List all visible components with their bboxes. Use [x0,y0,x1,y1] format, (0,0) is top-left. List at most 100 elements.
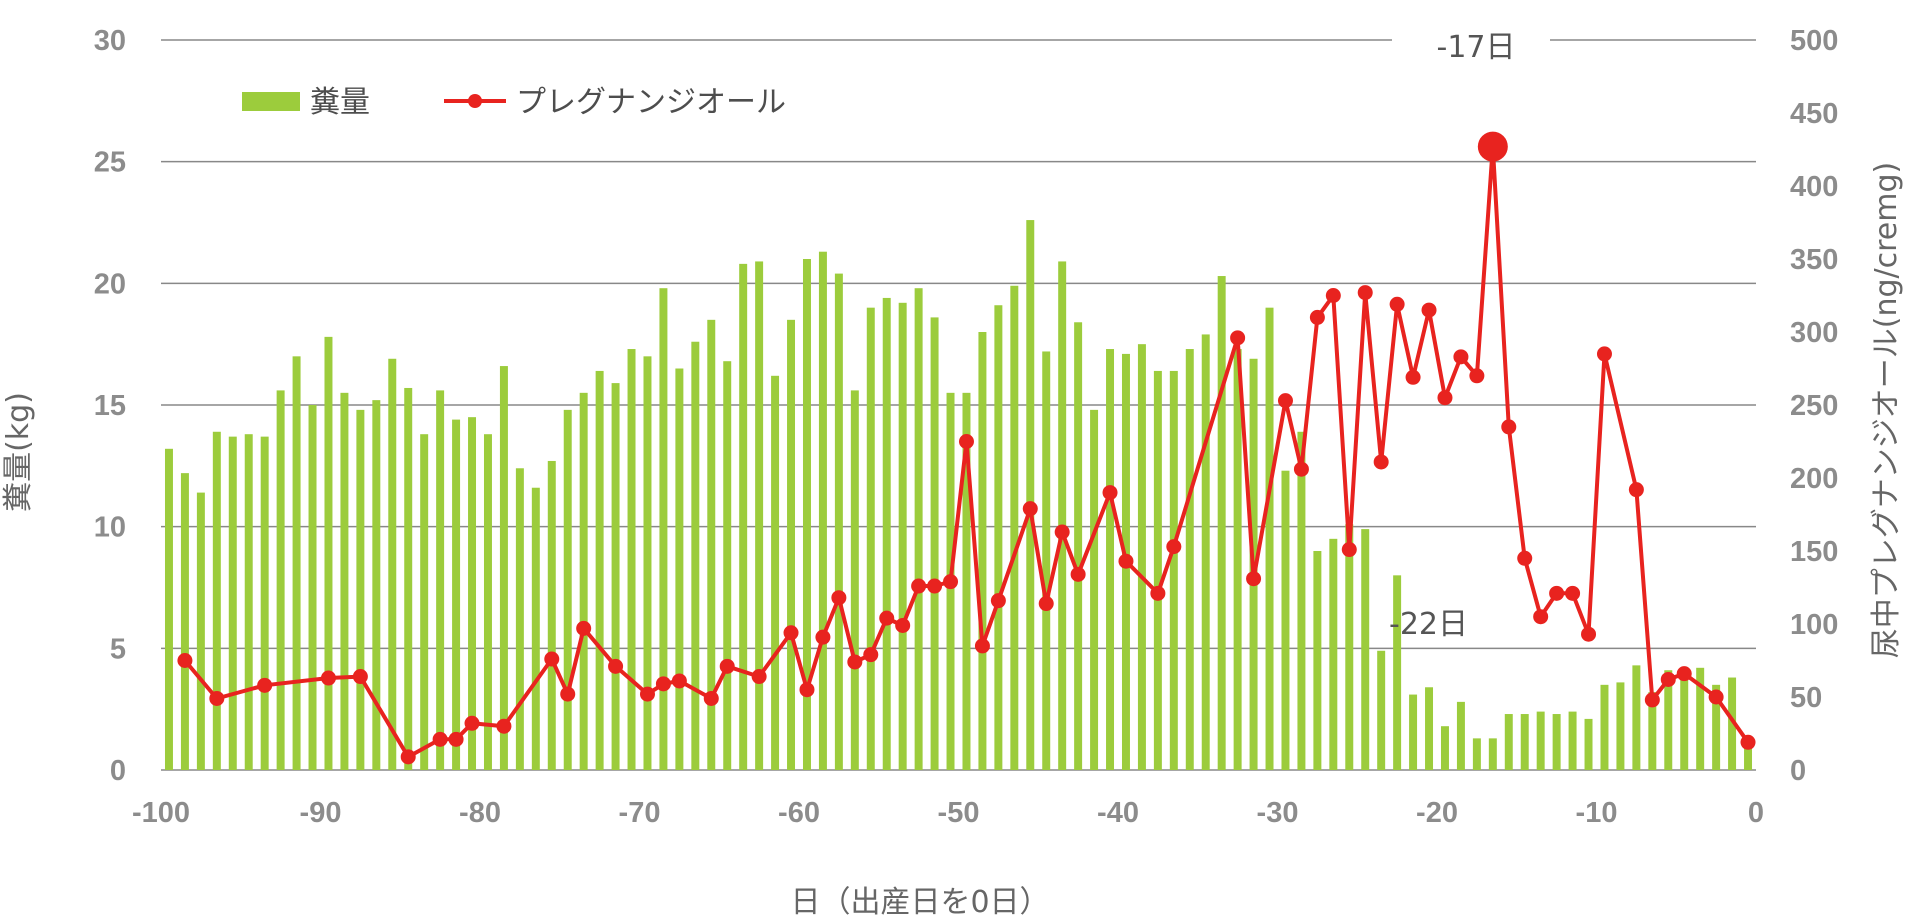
line-point [799,682,815,698]
x-tick-label: -60 [778,797,820,829]
line-point [1341,542,1357,558]
line-point [496,718,512,734]
line-point [1565,585,1581,601]
bar [818,251,827,770]
bar [324,336,333,770]
bar-series-fecal-volume [164,220,1753,771]
bar [1313,551,1322,770]
legend-swatch-marker [468,94,482,108]
line-point [177,653,193,668]
line-point [1102,485,1118,501]
line-point [1421,302,1437,318]
bar [563,409,572,770]
bar [547,460,556,770]
bar [483,434,492,770]
line-point [1549,585,1565,601]
line-point [1517,550,1533,566]
line-point [432,731,448,747]
bar [1153,370,1162,770]
y-right-tick-label: 350 [1790,244,1838,276]
line-point [751,669,767,685]
line-point [990,593,1006,609]
bar [1712,684,1721,770]
line-point [1469,368,1485,384]
line-point [1581,626,1597,642]
annotation-17-bg [1392,20,1550,50]
legend-swatch-bar [242,92,300,111]
peak-marker [1477,131,1508,162]
y-right-tick-label: 0 [1790,755,1806,787]
bar [1185,349,1194,770]
line-point [1628,482,1644,498]
bar [1106,349,1115,770]
bar [531,487,540,770]
bar [1329,538,1338,770]
line-point [1293,461,1309,477]
bar [228,436,237,770]
bar [595,370,604,770]
line-point [1389,296,1405,312]
line-point [1533,609,1549,625]
bar [1026,220,1035,771]
bar [1393,575,1402,770]
bar [468,417,477,770]
bar [834,273,843,770]
line-point [1437,390,1453,406]
bar [420,434,429,770]
bar [994,305,1003,770]
y-right-tick-label: 500 [1790,25,1838,57]
bar [164,448,173,770]
line-point [1596,346,1612,362]
bar [1345,524,1354,770]
line-point [863,647,879,663]
bar [1616,682,1625,770]
bar [388,358,397,770]
line-series-pregnanediol [177,131,1756,765]
bar [499,366,508,770]
bar [1728,677,1737,770]
line-point [1325,288,1341,303]
line-point [1277,393,1293,409]
line-point [544,651,560,667]
line-point [1054,524,1070,540]
x-tick-label: -50 [938,797,980,829]
bar [1744,743,1753,770]
bar [1504,714,1513,770]
bar [1632,665,1641,770]
line-point [1246,571,1262,587]
bar [914,288,923,770]
line-point [209,690,225,706]
bar [1377,650,1386,770]
bar [739,263,748,770]
x-axis-title: 日（出産日を0日） [790,885,1049,920]
bar [707,319,716,770]
bar [1233,349,1242,770]
bar [1536,711,1545,770]
y-left-tick-label: 25 [94,147,126,179]
bar [1169,370,1178,770]
bar [723,361,732,770]
y-right-tick-label: 50 [1790,682,1822,714]
line-point [639,686,655,702]
line-point [655,676,671,692]
line-point [1022,501,1038,517]
line-point [1230,330,1246,346]
x-tick-label: -30 [1257,797,1299,829]
line-point [352,669,368,685]
bar [404,387,413,770]
bar [276,390,285,770]
line-point [879,610,895,626]
bar [1010,285,1019,770]
bar [1074,322,1083,770]
bar [452,419,461,770]
bar [1217,276,1226,770]
bar [1696,667,1705,770]
bar [1201,334,1210,770]
line-point [1708,689,1724,705]
line-point [1740,734,1756,750]
bar [1090,409,1099,770]
bar [978,332,987,770]
line-point [448,731,464,747]
bar [180,473,189,770]
